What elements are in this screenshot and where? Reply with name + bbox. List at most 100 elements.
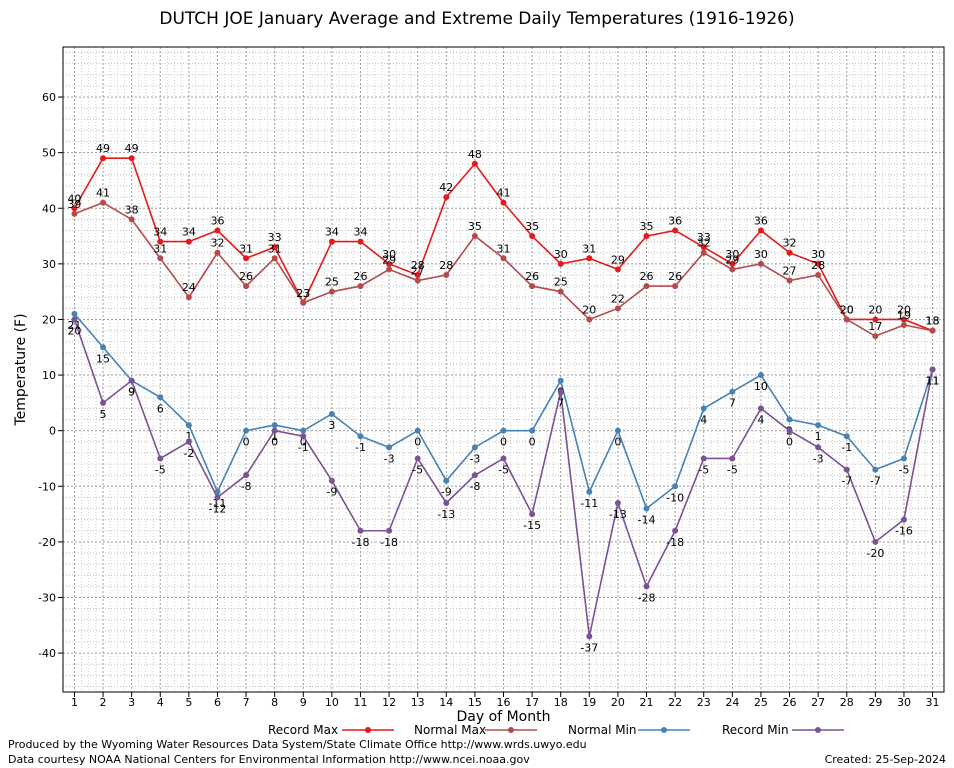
data-label-record-min: -2 bbox=[183, 447, 194, 460]
data-label-normal-min: 6 bbox=[157, 402, 164, 415]
legend-marker-record-min bbox=[815, 727, 821, 733]
x-tick-label: 23 bbox=[697, 696, 711, 709]
data-label-normal-max: 18 bbox=[926, 315, 940, 328]
data-label-normal-max: 26 bbox=[640, 270, 654, 283]
x-tick-label: 15 bbox=[468, 696, 482, 709]
data-point-record-min bbox=[815, 444, 822, 451]
data-label-normal-min: 7 bbox=[729, 397, 736, 410]
data-point-normal-min bbox=[71, 310, 78, 317]
data-label-record-max: 31 bbox=[239, 242, 253, 255]
x-tick-label: 18 bbox=[554, 696, 568, 709]
data-label-record-max: 42 bbox=[439, 181, 453, 194]
data-point-record-max bbox=[500, 199, 507, 206]
data-label-normal-max: 31 bbox=[268, 242, 282, 255]
data-point-normal-max bbox=[557, 288, 564, 295]
data-point-normal-max bbox=[100, 199, 107, 206]
data-label-record-max: 49 bbox=[125, 142, 139, 155]
data-label-record-min: -8 bbox=[469, 480, 480, 493]
data-point-record-min bbox=[843, 466, 850, 473]
data-point-record-max bbox=[900, 316, 907, 323]
data-point-normal-max bbox=[128, 216, 135, 223]
data-point-normal-min bbox=[614, 427, 621, 434]
data-point-record-max bbox=[100, 155, 107, 162]
data-point-record-max bbox=[700, 244, 707, 251]
data-label-record-min: -5 bbox=[727, 463, 738, 476]
data-point-normal-max bbox=[757, 260, 764, 267]
data-point-record-min bbox=[328, 477, 335, 484]
data-point-normal-max bbox=[643, 283, 650, 290]
data-point-record-max bbox=[357, 238, 364, 245]
data-label-normal-max: 17 bbox=[868, 320, 882, 333]
data-label-record-min: -5 bbox=[698, 463, 709, 476]
data-point-record-min bbox=[500, 455, 507, 462]
data-label-record-min: 20 bbox=[67, 324, 81, 337]
data-point-record-max bbox=[214, 227, 221, 234]
data-label-normal-min: 4 bbox=[700, 413, 707, 426]
data-point-record-max bbox=[672, 227, 679, 234]
data-point-normal-min bbox=[300, 427, 307, 434]
data-point-normal-min bbox=[271, 422, 278, 429]
data-label-record-min: -8 bbox=[241, 480, 252, 493]
data-point-normal-min bbox=[729, 388, 736, 395]
data-label-normal-max: 31 bbox=[497, 242, 511, 255]
y-axis-label: Temperature (F) bbox=[13, 313, 29, 426]
data-point-record-min bbox=[700, 455, 707, 462]
data-point-record-min bbox=[672, 527, 679, 534]
data-label-normal-min: 0 bbox=[614, 436, 621, 449]
x-tick-label: 30 bbox=[897, 696, 911, 709]
data-label-record-min: 0 bbox=[271, 436, 278, 449]
data-label-normal-max: 35 bbox=[468, 220, 482, 233]
x-tick-label: 16 bbox=[497, 696, 511, 709]
data-label-record-max: 29 bbox=[611, 253, 625, 266]
x-tick-label: 13 bbox=[411, 696, 425, 709]
x-axis-label: Day of Month bbox=[457, 709, 551, 725]
data-point-normal-max bbox=[243, 283, 250, 290]
data-point-normal-min bbox=[100, 344, 107, 351]
data-point-record-max bbox=[414, 271, 421, 278]
data-point-record-max bbox=[443, 194, 450, 201]
data-label-record-max: 34 bbox=[153, 226, 167, 239]
data-label-normal-min: -11 bbox=[580, 497, 598, 510]
data-point-record-min bbox=[586, 633, 593, 640]
data-label-record-max: 34 bbox=[182, 226, 196, 239]
data-label-record-min: -12 bbox=[208, 502, 226, 515]
data-point-normal-max bbox=[815, 271, 822, 278]
data-point-normal-min bbox=[443, 477, 450, 484]
data-point-normal-max bbox=[386, 266, 393, 273]
y-tick-label: -20 bbox=[38, 536, 56, 549]
data-point-normal-min bbox=[843, 433, 850, 440]
x-tick-label: 10 bbox=[325, 696, 339, 709]
data-point-normal-max bbox=[443, 271, 450, 278]
data-label-normal-max: 24 bbox=[182, 281, 196, 294]
data-label-record-min: 5 bbox=[100, 408, 107, 421]
data-label-record-min: -18 bbox=[380, 536, 398, 549]
data-point-record-max bbox=[872, 316, 879, 323]
data-point-normal-max bbox=[214, 249, 221, 256]
legend-marker-record-max bbox=[365, 727, 371, 733]
data-point-normal-min bbox=[557, 377, 564, 384]
x-tick-label: 6 bbox=[214, 696, 221, 709]
data-point-normal-max bbox=[729, 266, 736, 273]
y-tick-label: 20 bbox=[42, 313, 56, 326]
data-label-record-max: 18 bbox=[926, 315, 940, 328]
data-label-normal-min: -3 bbox=[384, 452, 395, 465]
data-label-record-min: 9 bbox=[128, 386, 135, 399]
data-point-record-max bbox=[614, 266, 621, 273]
data-point-record-max bbox=[643, 233, 650, 240]
data-point-normal-min bbox=[586, 488, 593, 495]
x-tick-label: 29 bbox=[868, 696, 882, 709]
data-label-record-min: -5 bbox=[498, 463, 509, 476]
data-label-normal-max: 41 bbox=[96, 187, 110, 200]
data-label-normal-min: 1 bbox=[815, 430, 822, 443]
data-label-normal-max: 27 bbox=[783, 265, 797, 278]
data-label-record-max: 33 bbox=[268, 231, 282, 244]
data-point-record-min bbox=[900, 516, 907, 523]
data-label-normal-min: -11 bbox=[208, 497, 226, 510]
data-point-normal-min bbox=[900, 455, 907, 462]
data-label-normal-max: 20 bbox=[582, 303, 596, 316]
y-tick-label: -40 bbox=[38, 647, 56, 660]
data-point-normal-max bbox=[672, 283, 679, 290]
x-tick-label: 4 bbox=[157, 696, 164, 709]
data-point-record-min bbox=[271, 427, 278, 434]
